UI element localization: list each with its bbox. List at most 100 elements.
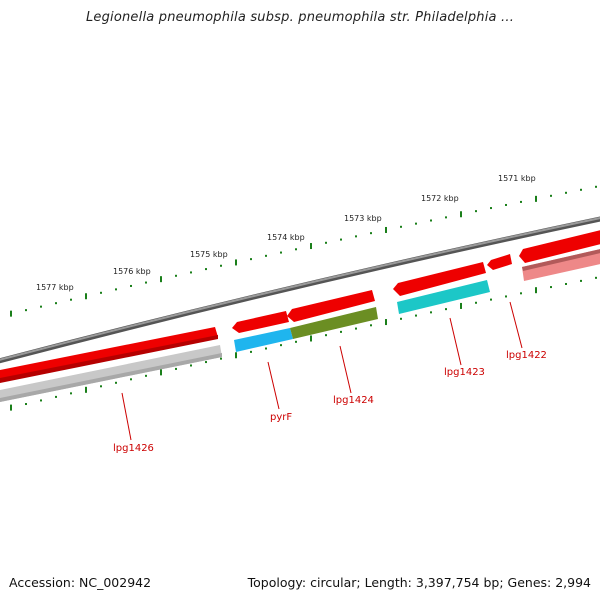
ruler-tick — [535, 195, 537, 202]
forward-features — [0, 229, 600, 383]
tick-label: 1571 kbp — [498, 174, 536, 183]
gene-arrow-icon[interactable] — [397, 280, 490, 314]
ruler-tick — [205, 361, 207, 364]
ruler-tick — [535, 287, 537, 294]
gene-arrow-icon[interactable] — [519, 229, 600, 263]
ruler-tick — [70, 392, 72, 395]
ruler-tick — [430, 219, 432, 222]
ruler-tick — [370, 232, 372, 235]
ruler-tick — [280, 251, 282, 254]
ruler-tick — [460, 211, 462, 218]
gene-arrow-icon[interactable] — [393, 262, 486, 296]
ruler-tick — [100, 385, 102, 388]
gene-arrow-icon[interactable] — [487, 254, 512, 270]
label-leaders — [121, 301, 523, 441]
ruler-tick — [550, 194, 552, 197]
ruler-tick — [25, 403, 27, 406]
ruler-tick — [10, 404, 12, 411]
gene-label[interactable]: lpg1426 — [113, 443, 154, 454]
tick-label: 1577 kbp — [36, 283, 74, 292]
ruler-tick — [235, 352, 237, 359]
ruler-tick — [175, 367, 177, 370]
ruler-tick — [250, 258, 252, 261]
ruler-labels: 1577 kbp 1576 kbp 1575 kbp 1574 kbp 1573… — [36, 174, 536, 292]
ruler-tick — [415, 314, 417, 317]
tick-label: 1575 kbp — [190, 250, 228, 259]
ruler-tick — [415, 222, 417, 225]
ruler-tick — [565, 282, 567, 285]
ruler-tick — [295, 248, 297, 251]
ruler-tick — [55, 302, 57, 305]
ruler-tick — [475, 210, 477, 213]
ruler-tick — [505, 203, 507, 206]
gene-arrow-icon[interactable] — [232, 311, 289, 333]
ruler-tick — [85, 386, 87, 393]
gene-label[interactable]: pyrF — [270, 412, 292, 423]
ruler-tick — [520, 292, 522, 295]
ruler-tick — [385, 319, 387, 326]
ruler-tick — [235, 259, 237, 266]
genome-summary-text: Topology: circular; Length: 3,397,754 bp… — [247, 575, 591, 590]
ruler-tick — [385, 226, 387, 233]
ruler-tick — [445, 308, 447, 311]
ruler-tick — [445, 216, 447, 219]
ruler-tick — [130, 284, 132, 287]
gene-arrow-icon[interactable] — [290, 307, 378, 339]
tick-label: 1574 kbp — [267, 233, 305, 242]
ruler-tick — [100, 291, 102, 294]
ruler-tick — [295, 340, 297, 343]
ruler-tick — [115, 381, 117, 384]
ruler-tick — [580, 279, 582, 282]
page-title: Legionella pneumophila subsp. pneumophil… — [85, 10, 515, 25]
backbone — [0, 216, 600, 364]
gene-arrow-icon[interactable] — [234, 328, 293, 352]
ruler-tick — [10, 310, 12, 317]
ruler-tick — [475, 301, 477, 304]
ruler-tick — [40, 305, 42, 308]
ruler-tick — [340, 330, 342, 333]
ruler-tick — [160, 276, 162, 283]
gene-arrow-icon[interactable] — [287, 290, 375, 322]
tick-label: 1573 kbp — [344, 214, 382, 223]
inner-ruler-dots — [10, 276, 597, 411]
ruler-tick — [595, 276, 597, 279]
ruler-tick — [25, 309, 27, 312]
ruler-tick — [220, 357, 222, 360]
ruler-tick — [310, 243, 312, 250]
ruler-tick — [85, 293, 87, 300]
ruler-tick — [580, 188, 582, 191]
tick-label: 1576 kbp — [113, 267, 151, 276]
ruler-tick — [175, 274, 177, 277]
ruler-tick — [400, 225, 402, 228]
gene-label[interactable]: lpg1422 — [506, 350, 547, 361]
ruler-tick — [490, 207, 492, 210]
accession-text: Accession: NC_002942 — [9, 575, 152, 590]
ruler-tick — [115, 288, 117, 291]
ruler-tick — [460, 302, 462, 309]
ruler-tick — [325, 241, 327, 244]
ruler-tick — [280, 344, 282, 347]
ruler-tick — [325, 334, 327, 337]
ruler-tick — [145, 374, 147, 377]
ruler-tick — [160, 369, 162, 376]
ruler-tick — [505, 295, 507, 298]
ruler-tick — [355, 327, 357, 330]
ruler-tick — [370, 324, 372, 327]
ruler-tick — [430, 311, 432, 314]
gene-labels: lpg1426 pyrF lpg1424 lpg1423 lpg1422 — [113, 350, 547, 454]
ruler-tick — [145, 281, 147, 284]
ruler-tick — [355, 235, 357, 238]
gene-label[interactable]: lpg1423 — [444, 367, 485, 378]
gene-label[interactable]: lpg1424 — [333, 395, 374, 406]
ruler-tick — [400, 317, 402, 320]
ruler-tick — [220, 264, 222, 267]
ruler-dots — [10, 185, 597, 317]
reverse-features — [0, 249, 600, 402]
ruler-tick — [130, 378, 132, 381]
ruler-tick — [205, 268, 207, 271]
ruler-tick — [565, 191, 567, 194]
ruler-tick — [40, 399, 42, 402]
ruler-tick — [55, 395, 57, 398]
ruler-tick — [340, 238, 342, 241]
